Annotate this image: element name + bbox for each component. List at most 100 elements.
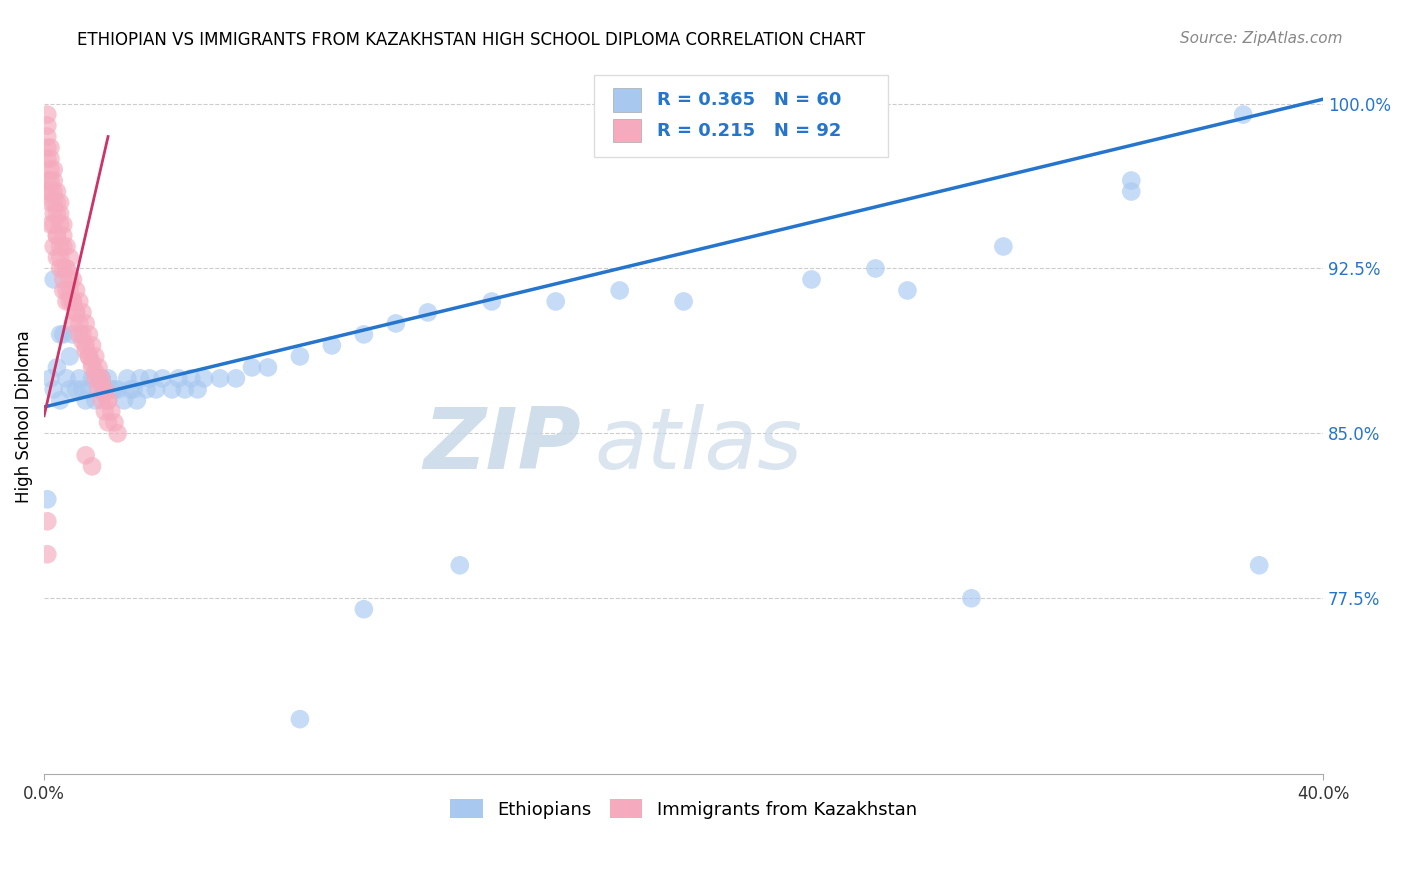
Point (353, 327, 375, 342)
Point (77, 350, 100, 364)
Point (193, 371, 215, 385)
Point (87, 371, 110, 385)
Point (152, 371, 174, 385)
Point (42, 218, 65, 232)
Point (103, 415, 125, 429)
Point (49, 251, 72, 265)
FancyBboxPatch shape (595, 75, 889, 158)
Point (87, 383, 110, 397)
Point (55, 261, 77, 276)
Point (84, 393, 107, 408)
Point (896, 284, 918, 298)
Point (75, 338, 97, 352)
Point (55, 284, 77, 298)
Point (52, 261, 75, 276)
FancyBboxPatch shape (613, 119, 641, 143)
Point (960, 591, 983, 606)
Point (62, 317, 84, 331)
Point (180, 371, 202, 385)
Point (65, 305, 87, 319)
Point (225, 371, 247, 385)
Y-axis label: High School Diploma: High School Diploma (15, 331, 32, 503)
Point (385, 317, 408, 331)
Point (544, 294, 567, 309)
Point (59, 294, 82, 309)
Point (94, 386, 117, 401)
Point (77, 327, 100, 342)
Point (112, 393, 135, 408)
Point (135, 383, 157, 397)
Point (52, 218, 75, 232)
Point (100, 404, 122, 418)
Point (257, 360, 280, 375)
Point (353, 602, 375, 616)
Point (39, 152, 62, 166)
Point (208, 371, 231, 385)
Point (39, 218, 62, 232)
Point (59, 383, 82, 397)
Point (55, 261, 77, 276)
Point (84, 365, 107, 379)
Point (90, 393, 112, 408)
Point (167, 371, 190, 385)
Point (45, 228, 67, 243)
Point (1121, 173, 1143, 187)
Point (55, 239, 77, 253)
Point (75, 343, 97, 357)
Point (52, 272, 75, 286)
Point (49, 206, 72, 220)
Point (37, 173, 59, 187)
Point (39, 140, 62, 154)
Point (120, 383, 142, 397)
Point (59, 350, 82, 364)
Point (75, 393, 97, 408)
Point (97, 393, 120, 408)
Point (80, 338, 103, 352)
Point (97, 415, 120, 429)
Point (609, 284, 631, 298)
Point (94, 404, 117, 418)
Point (97, 371, 120, 385)
Point (72, 383, 94, 397)
Point (138, 371, 160, 385)
Point (59, 251, 82, 265)
Point (42, 383, 65, 397)
Point (94, 383, 117, 397)
Point (49, 261, 72, 276)
Text: Source: ZipAtlas.com: Source: ZipAtlas.com (1180, 31, 1343, 46)
Point (42, 185, 65, 199)
Point (37, 152, 59, 166)
Point (240, 360, 263, 375)
Point (42, 206, 65, 220)
Point (59, 272, 82, 286)
Point (77, 383, 100, 397)
Point (94, 383, 117, 397)
Point (37, 514, 59, 528)
Point (45, 195, 67, 210)
Point (90, 371, 112, 385)
Point (55, 371, 77, 385)
Point (187, 383, 209, 397)
FancyBboxPatch shape (613, 88, 641, 112)
Point (49, 393, 72, 408)
Point (288, 712, 311, 726)
Point (481, 294, 503, 309)
Point (67, 294, 90, 309)
Point (865, 261, 887, 276)
Point (45, 228, 67, 243)
Point (39, 195, 62, 210)
Point (37, 129, 59, 144)
Point (84, 371, 107, 385)
Point (72, 327, 94, 342)
Point (67, 317, 90, 331)
Point (42, 272, 65, 286)
Point (42, 162, 65, 177)
Point (72, 305, 94, 319)
Point (39, 371, 62, 385)
Point (145, 383, 167, 397)
Point (90, 378, 112, 392)
Point (173, 383, 195, 397)
Point (80, 371, 103, 385)
Point (75, 317, 97, 331)
Point (77, 350, 100, 364)
